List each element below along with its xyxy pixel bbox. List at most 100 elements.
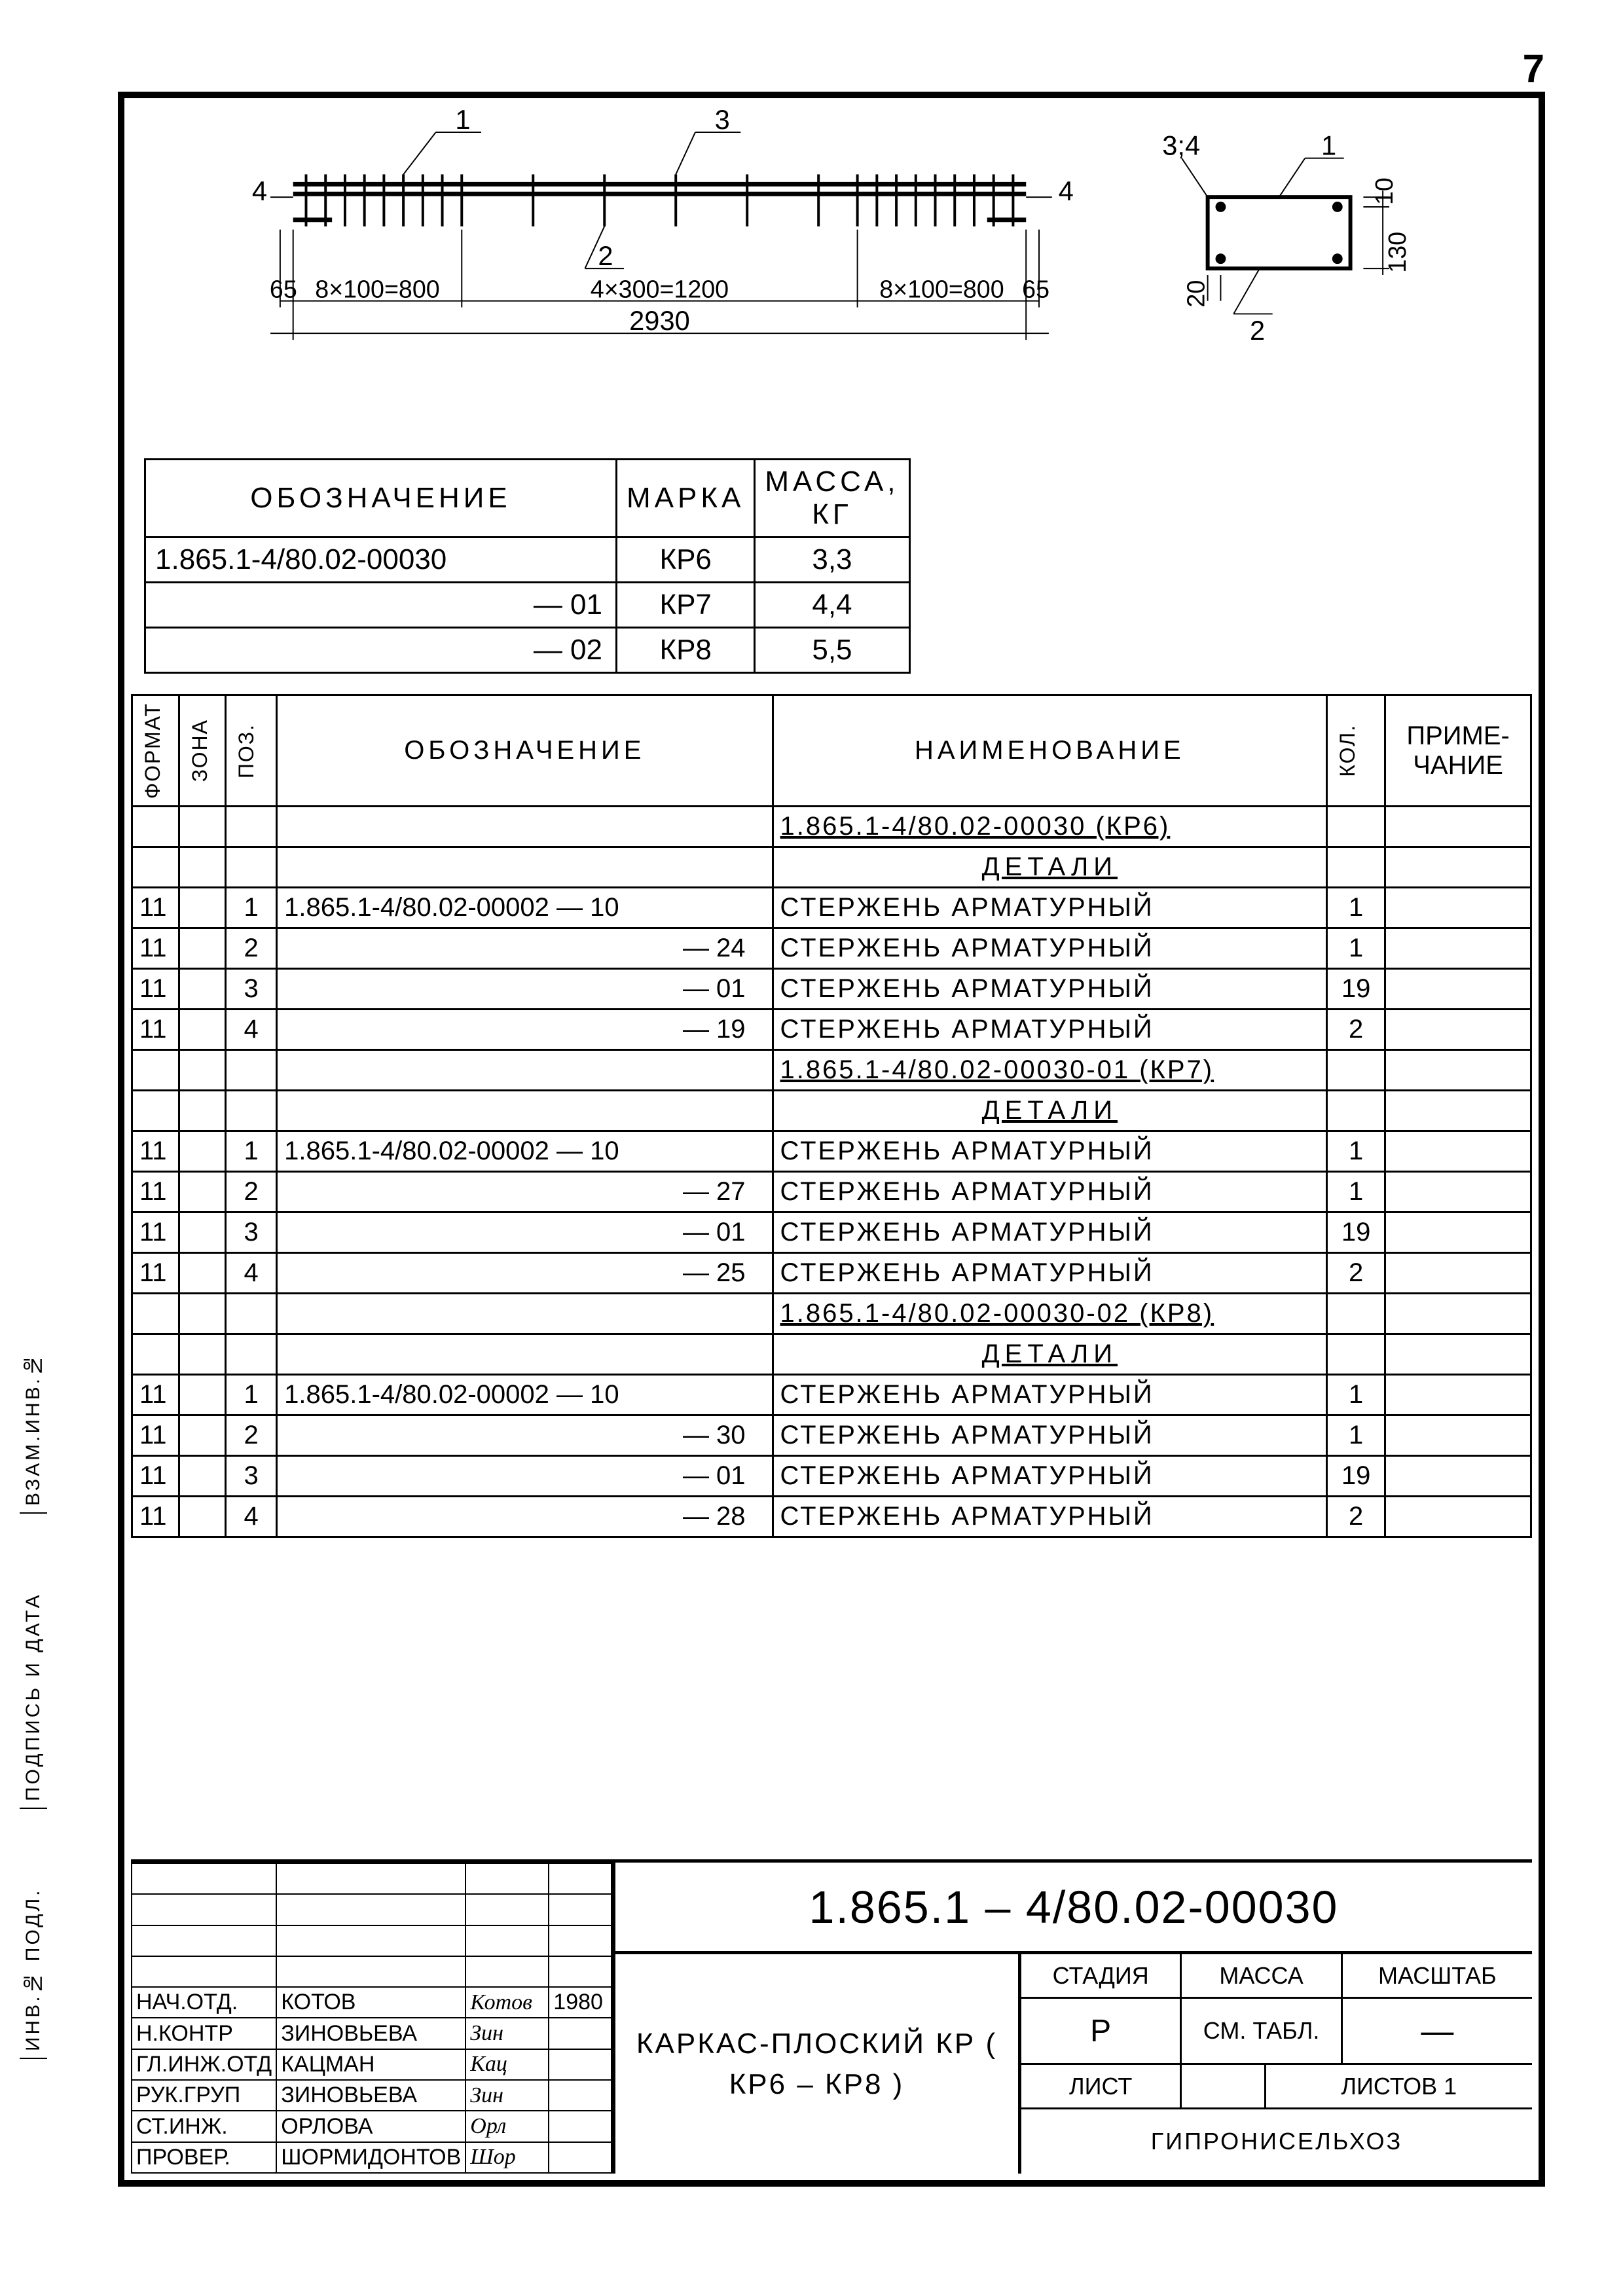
spec-row: 114— 28СТЕРЖЕНЬ АРМАТУРНЫЙ2 — [132, 1497, 1531, 1537]
sp-cell: 11 — [132, 1375, 179, 1415]
sig-row: СТ.ИНЖ.ОРЛОВАОрл — [132, 2111, 611, 2141]
sp-cell: СТЕРЖЕНЬ АРМАТУРНЫЙ — [773, 1375, 1327, 1415]
spec-row: 112— 30СТЕРЖЕНЬ АРМАТУРНЫЙ1 — [132, 1415, 1531, 1456]
sp-cell: — 24 — [277, 928, 773, 969]
sp-cell: 19 — [1327, 969, 1385, 1010]
sig-sign: Зин — [465, 2080, 549, 2111]
st-cell: 3,3 — [755, 538, 909, 583]
tb-listov: ЛИСТОВ 1 — [1266, 2065, 1532, 2107]
st-h-marka: МАРКА — [617, 460, 755, 538]
callout-4r: 4 — [1059, 175, 1074, 206]
sp-cell: СТЕРЖЕНЬ АРМАТУРНЫЙ — [773, 1212, 1327, 1253]
detali-label: ДЕТАЛИ — [773, 1334, 1327, 1375]
sp-h-format: ФОРМАТ — [139, 700, 166, 801]
sp-cell: — 19 — [277, 1010, 773, 1050]
sp-h-oboz: ОБОЗНАЧЕНИЕ — [277, 695, 773, 807]
sig-role: ПРОВЕР. — [132, 2142, 276, 2173]
callout-1: 1 — [455, 105, 470, 135]
sig-date — [549, 2049, 611, 2080]
sig-date: 1980 — [549, 1987, 611, 2018]
st-h-massa: МАССА, КГ — [755, 460, 909, 538]
sig-date — [549, 2142, 611, 2173]
sp-h-kol: КОЛ. — [1334, 721, 1361, 780]
tb-organization: ГИПРОНИСЕЛЬХОЗ — [1021, 2109, 1532, 2174]
sp-cell: СТЕРЖЕНЬ АРМАТУРНЫЙ — [773, 1172, 1327, 1212]
st-cell: 4,4 — [755, 583, 909, 628]
tb-list — [1182, 2065, 1266, 2107]
sp-cell: 1 — [1327, 1375, 1385, 1415]
detali-label: ДЕТАЛИ — [773, 1091, 1327, 1131]
specification-table: ФОРМАТ ЗОНА ПОЗ. ОБОЗНАЧЕНИЕ НАИМЕНОВАНИ… — [131, 694, 1532, 1538]
st-cell: — 01 — [145, 583, 617, 628]
sp-cell: 2 — [1327, 1010, 1385, 1050]
sec-dim-130: 130 — [1383, 232, 1411, 273]
sig-row: ПРОВЕР.ШОРМИДОНТОВШор — [132, 2142, 611, 2173]
sig-role: ГЛ.ИНЖ.ОТД — [132, 2049, 276, 2080]
sp-cell: 4 — [226, 1497, 277, 1537]
sp-cell: 1.865.1-4/80.02-00002 — 10 — [277, 888, 773, 928]
sp-h-zona: ЗОНА — [187, 716, 213, 784]
dim-total: 2930 — [629, 305, 690, 336]
detali-label: ДЕТАЛИ — [773, 847, 1327, 888]
sp-cell: СТЕРЖЕНЬ АРМАТУРНЫЙ — [773, 1456, 1327, 1497]
tb-stadia-h: СТАДИЯ — [1021, 1954, 1182, 1997]
sig-row: ГЛ.ИНЖ.ОТДКАЦМАНКац — [132, 2049, 611, 2080]
sp-cell: СТЕРЖЕНЬ АРМАТУРНЫЙ — [773, 1010, 1327, 1050]
inv-podl: ИНВ.№ ПОДЛ. — [20, 1881, 47, 2059]
sig-date — [549, 2080, 611, 2111]
sig-role: Н.КОНТР — [132, 2018, 276, 2049]
sp-h-poz: ПОЗ. — [233, 721, 260, 781]
sp-cell: 1 — [226, 1131, 277, 1172]
dim-65r: 65 — [1022, 276, 1049, 303]
sp-cell: — 01 — [277, 1212, 773, 1253]
sp-cell: 2 — [1327, 1497, 1385, 1537]
sig-role: РУК.ГРУП — [132, 2080, 276, 2111]
sig-row: Н.КОНТРЗИНОВЬЕВАЗин — [132, 2018, 611, 2049]
sig-name: ЗИНОВЬЕВА — [276, 2080, 465, 2111]
st-h-oboz: ОБОЗНАЧЕНИЕ — [145, 460, 617, 538]
spec-row: 1111.865.1-4/80.02-00002 — 10СТЕРЖЕНЬ АР… — [132, 888, 1531, 928]
callout-4l: 4 — [252, 175, 267, 206]
sp-cell: 11 — [132, 969, 179, 1010]
sec-dim-10: 10 — [1370, 177, 1398, 205]
st-cell: КР8 — [617, 628, 755, 673]
sp-cell: 4 — [226, 1010, 277, 1050]
sp-cell: 11 — [132, 1010, 179, 1050]
sec-dim-20: 20 — [1182, 280, 1210, 308]
sp-cell: 11 — [132, 1253, 179, 1294]
tb-signatures: НАЧ.ОТД.КОТОВКотов1980 Н.КОНТРЗИНОВЬЕВАЗ… — [131, 1863, 615, 2174]
sp-cell: — 30 — [277, 1415, 773, 1456]
sp-cell: 11 — [132, 1212, 179, 1253]
sig-sign: Кац — [465, 2049, 549, 2080]
spec-row: 11 4— 19СТЕРЖЕНЬ АРМАТУРНЫЙ2 — [132, 1010, 1531, 1050]
st-row: 1.865.1-4/80.02-00030 КР6 3,3 — [145, 538, 910, 583]
sp-cell: СТЕРЖЕНЬ АРМАТУРНЫЙ — [773, 928, 1327, 969]
sp-cell: 3 — [226, 969, 277, 1010]
st-cell: 1.865.1-4/80.02-00030 — [145, 538, 617, 583]
sp-cell: 1 — [1327, 1172, 1385, 1212]
spec-row: 112— 27СТЕРЖЕНЬ АРМАТУРНЫЙ1 — [132, 1172, 1531, 1212]
sig-date — [549, 2111, 611, 2141]
sp-cell: СТЕРЖЕНЬ АРМАТУРНЫЙ — [773, 888, 1327, 928]
tb-massa: СМ. ТАБЛ. — [1182, 1999, 1342, 2063]
sp-h-prim: ПРИМЕ-ЧАНИЕ — [1385, 695, 1531, 807]
sp-cell: 19 — [1327, 1212, 1385, 1253]
sp-cell: СТЕРЖЕНЬ АРМАТУРНЫЙ — [773, 1131, 1327, 1172]
dim-seg1: 8×100=800 — [315, 276, 439, 303]
st-cell: 5,5 — [755, 628, 909, 673]
sec-callout-2: 2 — [1250, 315, 1265, 346]
callout-3: 3 — [715, 105, 730, 135]
tb-title: КАРКАС-ПЛОСКИЙ КР ( КР6 – КР8 ) — [615, 1954, 1021, 2174]
sp-cell: — 27 — [277, 1172, 773, 1212]
sp-cell: СТЕРЖЕНЬ АРМАТУРНЫЙ — [773, 1415, 1327, 1456]
tb-masht: — — [1343, 1999, 1532, 2063]
sp-cell: 1 — [1327, 1131, 1385, 1172]
sig-role: НАЧ.ОТД. — [132, 1987, 276, 2018]
sig-name: ОРЛОВА — [276, 2111, 465, 2141]
sp-cell: СТЕРЖЕНЬ АРМАТУРНЫЙ — [773, 1497, 1327, 1537]
sp-cell: 19 — [1327, 1456, 1385, 1497]
group1-title: 1.865.1-4/80.02-00030 (КР6) — [773, 807, 1327, 847]
sp-cell: — 01 — [277, 969, 773, 1010]
st-row: — 01 КР7 4,4 — [145, 583, 910, 628]
sig-row: РУК.ГРУПЗИНОВЬЕВАЗин — [132, 2080, 611, 2111]
